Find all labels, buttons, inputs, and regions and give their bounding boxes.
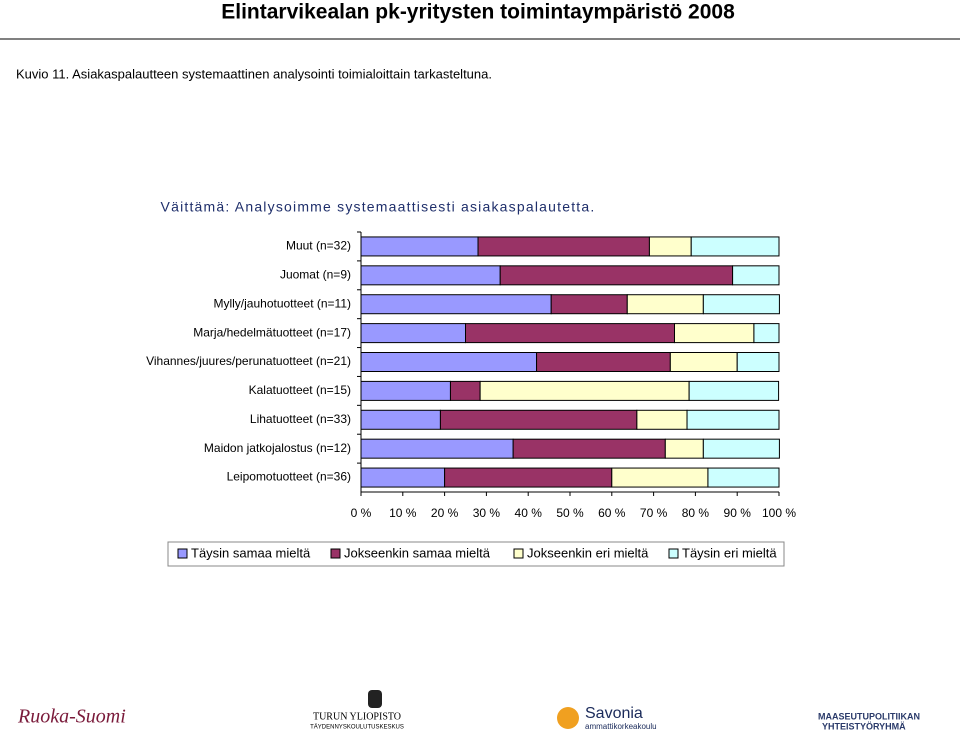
bar-segment bbox=[611, 467, 709, 488]
y-tick-label: Kalatuotteet (n=15) bbox=[249, 383, 351, 397]
bar-segment bbox=[360, 323, 466, 344]
bar-segment bbox=[360, 236, 479, 257]
x-tick-label: 0 % bbox=[351, 506, 372, 520]
legend-box bbox=[167, 541, 785, 567]
logo-savonia: Savonia bbox=[585, 705, 643, 722]
chart-title: Väittämä: Analysoimme systemaattisesti a… bbox=[161, 199, 596, 215]
legend-label: Täysin eri mieltä bbox=[682, 545, 777, 560]
bar-segment bbox=[512, 438, 666, 459]
logo-turku: TURUN YLIOPISTO bbox=[313, 711, 401, 722]
x-tick-label: 100 % bbox=[762, 506, 796, 520]
legend-label: Jokseenkin eri mieltä bbox=[527, 545, 649, 560]
page-title: Elintarvikealan pk-yritysten toimintaymp… bbox=[221, 1, 735, 24]
bar-segment bbox=[360, 265, 501, 286]
x-tick-label: 70 % bbox=[640, 506, 668, 520]
x-tick-label: 40 % bbox=[515, 506, 543, 520]
x-tick-label: 20 % bbox=[431, 506, 459, 520]
y-tick-label: Muut (n=32) bbox=[286, 239, 351, 253]
bar-segment bbox=[690, 236, 780, 257]
y-tick-label: Leipomotuotteet (n=36) bbox=[227, 470, 351, 484]
bar-segment bbox=[465, 323, 675, 344]
bar-segment bbox=[550, 294, 628, 315]
legend-label: Jokseenkin samaa mieltä bbox=[344, 545, 491, 560]
figure-caption: Kuvio 11. Asiakaspalautteen systemaattin… bbox=[16, 66, 492, 81]
bar-segment bbox=[732, 265, 780, 286]
bar-segment bbox=[479, 380, 690, 401]
bar-segment bbox=[753, 323, 780, 344]
bar-segment bbox=[702, 438, 780, 459]
bar-segment bbox=[444, 467, 613, 488]
legend-swatch bbox=[513, 548, 524, 559]
bar-segment bbox=[669, 352, 738, 372]
logo-turku-sub: TÄYDENNYSKOULUTUSKESKUS bbox=[310, 724, 404, 731]
bar-segment bbox=[360, 380, 451, 401]
bar-segment bbox=[439, 409, 638, 430]
x-tick-label: 80 % bbox=[682, 506, 710, 520]
legend-swatch bbox=[330, 548, 341, 559]
bar-segment bbox=[674, 323, 755, 344]
x-tick-label: 30 % bbox=[473, 506, 501, 520]
y-tick-label: Vihannes/juures/perunatuotteet (n=21) bbox=[146, 354, 351, 368]
bar-segment bbox=[664, 438, 704, 459]
bar-segment bbox=[536, 352, 671, 372]
bar-segment bbox=[449, 380, 481, 401]
legend-swatch bbox=[177, 548, 188, 559]
x-tick-label: 60 % bbox=[598, 506, 626, 520]
y-tick-label: Lihatuotteet (n=33) bbox=[250, 412, 351, 426]
logo-savonia-sub: ammattikorkeakoulu bbox=[585, 722, 657, 731]
bar-segment bbox=[360, 294, 552, 315]
bar-segment bbox=[686, 409, 780, 430]
bar-segment bbox=[499, 265, 734, 286]
bar-segment bbox=[360, 467, 446, 488]
legend-label: Täysin samaa mieltä bbox=[191, 545, 311, 560]
chart: 0 % 10 % 20 % 30 % 40 % 50 % 60 % 70 % 80 % 90 % 1… bbox=[146, 231, 796, 560]
bar-segment bbox=[360, 409, 441, 430]
logo-emblem bbox=[368, 690, 382, 708]
bar-segment bbox=[360, 438, 514, 459]
y-tick-label: Mylly/jauhotuotteet (n=11) bbox=[213, 296, 351, 310]
bar-segment bbox=[360, 352, 538, 372]
logo-mpolitiikka: MAASEUTUPOLITIIKAN bbox=[818, 711, 920, 721]
bar-segment bbox=[636, 409, 688, 430]
logo-ruoka-suomi: Ruoka-Suomi bbox=[17, 706, 126, 728]
bar-segment bbox=[477, 236, 650, 257]
legend-swatch bbox=[668, 548, 679, 559]
x-tick-label: 90 % bbox=[724, 506, 752, 520]
x-tick-label: 10 % bbox=[389, 506, 417, 520]
bar-segment bbox=[736, 352, 780, 372]
x-tick-label: 50 % bbox=[556, 506, 584, 520]
logo-mpolitiikka-sub: YHTEISTYÖRYHMÄ bbox=[822, 721, 906, 731]
bar-segment bbox=[688, 380, 780, 401]
bar-segment bbox=[707, 467, 780, 488]
y-tick-label: Maidon jatkojalostus (n=12) bbox=[204, 441, 351, 455]
bar-segment bbox=[648, 236, 692, 257]
bar-segment bbox=[702, 294, 780, 315]
bar-segment bbox=[626, 294, 704, 315]
y-tick-label: Marja/hedelmätuotteet (n=17) bbox=[193, 325, 351, 339]
y-tick-label: Juomat (n=9) bbox=[280, 268, 351, 282]
logo-savonia-mark bbox=[557, 707, 579, 729]
